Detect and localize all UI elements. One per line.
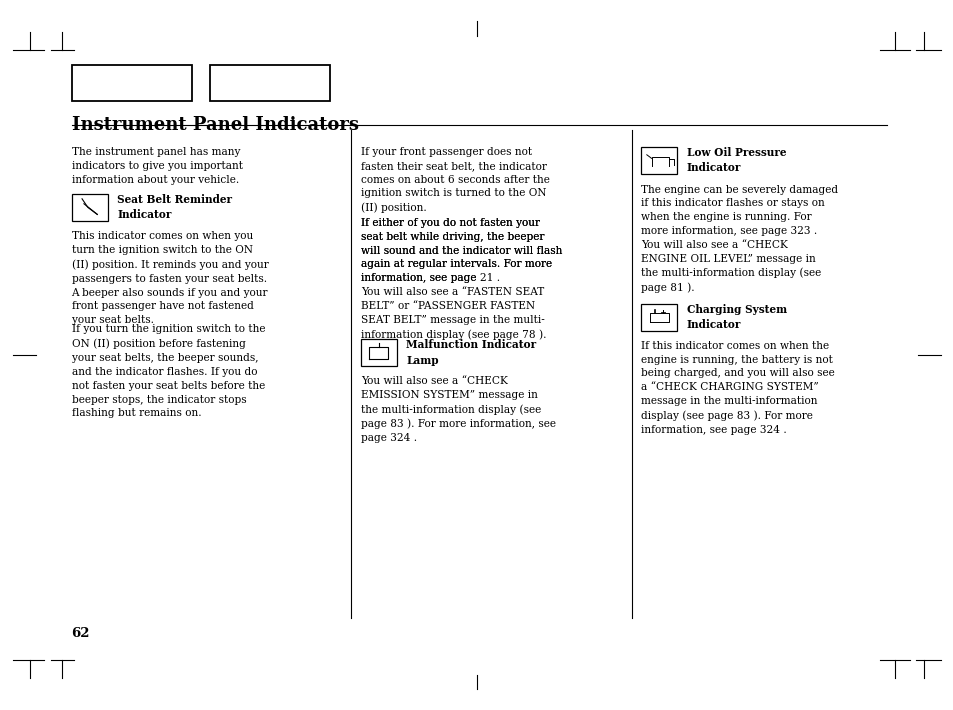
Text: Charging System
Indicator: Charging System Indicator: [686, 304, 786, 330]
Bar: [360, 339, 396, 366]
Text: If either of you do not fasten your
seat belt while driving, the beeper
will sou: If either of you do not fasten your seat…: [360, 218, 561, 339]
Bar: [640, 304, 677, 331]
Text: Malfunction Indicator
Lamp: Malfunction Indicator Lamp: [406, 339, 536, 366]
Text: The instrument panel has many
indicators to give you important
information about: The instrument panel has many indicators…: [71, 147, 242, 185]
Text: If either of you do not fasten your
seat belt while driving, the beeper
will sou: If either of you do not fasten your seat…: [360, 218, 561, 283]
Text: Low Oil Pressure
Indicator: Low Oil Pressure Indicator: [686, 147, 785, 173]
Bar: [640, 147, 677, 174]
Text: This indicator comes on when you
turn the ignition switch to the ON
(II) positio: This indicator comes on when you turn th…: [71, 231, 268, 325]
Text: Instrument Panel Indicators: Instrument Panel Indicators: [71, 116, 358, 134]
Text: The engine can be severely damaged
if this indicator flashes or stays on
when th: The engine can be severely damaged if th…: [640, 185, 838, 293]
Text: Seat Belt Reminder
Indicator: Seat Belt Reminder Indicator: [117, 194, 233, 220]
Bar: [71, 65, 192, 101]
Text: If this indicator comes on when the
engine is running, the battery is not
being : If this indicator comes on when the engi…: [640, 341, 834, 435]
Bar: [210, 65, 330, 101]
Text: If your front passenger does not
fasten their seat belt, the indicator
comes on : If your front passenger does not fasten …: [360, 147, 549, 213]
Text: You will also see a “CHECK
EMISSION SYSTEM” message in
the multi-information dis: You will also see a “CHECK EMISSION SYST…: [360, 376, 555, 443]
Text: 62: 62: [71, 628, 90, 640]
Text: If you turn the ignition switch to the
ON (II) position before fastening
your se: If you turn the ignition switch to the O…: [71, 324, 265, 418]
Bar: [71, 194, 108, 221]
